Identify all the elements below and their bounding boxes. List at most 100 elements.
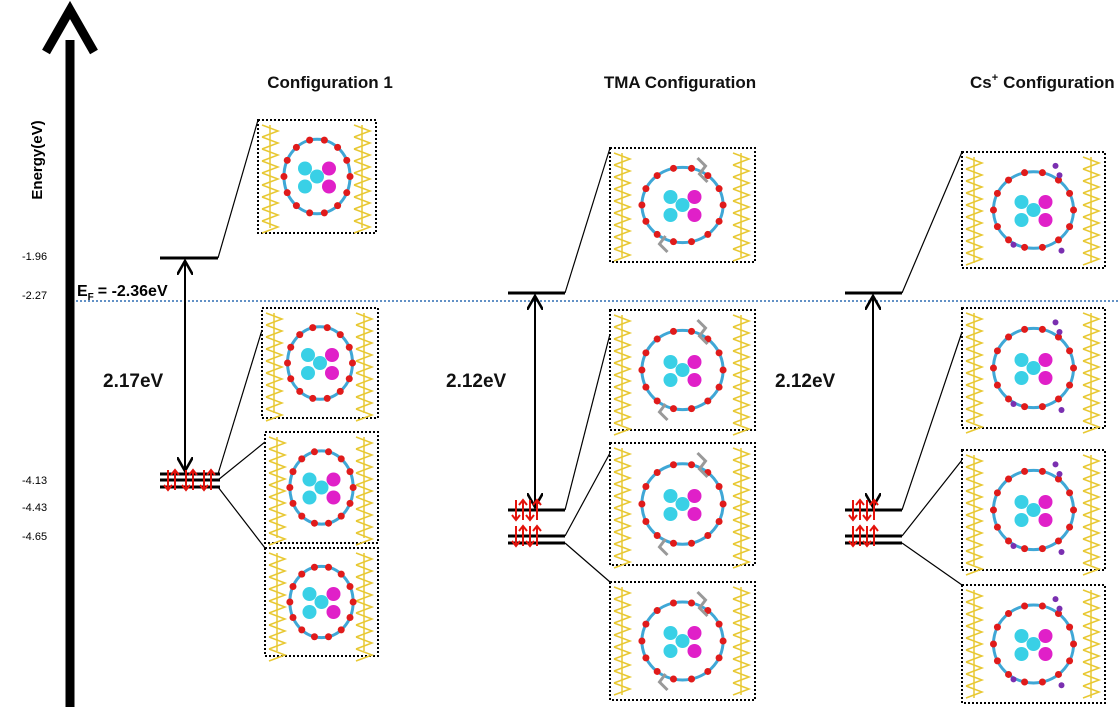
orbital-lobe xyxy=(1039,647,1053,661)
atom xyxy=(1066,223,1073,230)
atom xyxy=(994,489,1001,496)
atom xyxy=(309,324,316,331)
atom xyxy=(1021,603,1028,610)
atom xyxy=(289,614,296,621)
orbital-lobe xyxy=(676,363,690,377)
atom xyxy=(654,469,661,476)
orbital-image xyxy=(962,152,1105,268)
orbital-lobe xyxy=(664,190,678,204)
atom xyxy=(1005,476,1012,483)
connector xyxy=(902,152,962,293)
orbital-lobe xyxy=(1039,371,1053,385)
orbital-lobe xyxy=(1027,637,1041,651)
connector xyxy=(565,334,610,510)
atom xyxy=(1066,524,1073,531)
orbital-lobe xyxy=(1015,495,1029,509)
atom xyxy=(654,532,661,539)
atom xyxy=(642,483,649,490)
atom xyxy=(1039,468,1046,475)
atom xyxy=(289,500,296,507)
atom xyxy=(1070,365,1077,372)
atom xyxy=(704,397,711,404)
atom xyxy=(311,448,318,455)
connector xyxy=(218,120,258,258)
atom xyxy=(280,173,287,180)
orbital-lobe xyxy=(676,198,690,212)
atom xyxy=(716,349,723,356)
atom xyxy=(338,455,345,462)
atom xyxy=(716,621,723,628)
atom xyxy=(994,657,1001,664)
atom xyxy=(298,513,305,520)
atom xyxy=(298,626,305,633)
atom xyxy=(720,367,727,374)
atom xyxy=(346,344,353,351)
orbital-lobe xyxy=(688,355,702,369)
atom xyxy=(1066,624,1073,631)
atom xyxy=(287,344,294,351)
orbital-lobe xyxy=(664,626,678,640)
atom xyxy=(293,144,300,151)
orbital-lobe xyxy=(303,491,317,505)
atom xyxy=(1039,244,1046,251)
atom xyxy=(688,461,695,468)
cs-ion xyxy=(1057,172,1063,178)
atom xyxy=(1005,236,1012,243)
orbital-lobe xyxy=(1039,495,1053,509)
connector xyxy=(218,487,265,548)
tick-label: -4.43 xyxy=(22,502,47,514)
atom xyxy=(347,500,354,507)
atom xyxy=(688,238,695,245)
orbital-image xyxy=(962,585,1105,703)
atom xyxy=(638,501,645,508)
orbital-lobe xyxy=(664,644,678,658)
atom xyxy=(670,600,677,607)
atom xyxy=(324,395,331,402)
orbital-lobe xyxy=(1015,353,1029,367)
atom xyxy=(1039,326,1046,333)
atom xyxy=(1070,641,1077,648)
atom xyxy=(309,395,316,402)
atom xyxy=(338,626,345,633)
orbital-image xyxy=(962,308,1105,433)
orbital-lobe xyxy=(1015,647,1029,661)
atom xyxy=(334,144,341,151)
atom xyxy=(337,331,344,338)
atom xyxy=(1039,169,1046,176)
atom xyxy=(642,654,649,661)
orbital-lobe xyxy=(327,491,341,505)
atom xyxy=(642,349,649,356)
atom xyxy=(704,231,711,238)
atom xyxy=(688,600,695,607)
atom xyxy=(293,202,300,209)
orbital-lobe xyxy=(688,507,702,521)
orbital-lobe xyxy=(664,355,678,369)
atom xyxy=(688,540,695,547)
atom xyxy=(325,448,332,455)
orbital-lobe xyxy=(688,208,702,222)
atom xyxy=(1066,382,1073,389)
orbital-lobe xyxy=(688,489,702,503)
atom xyxy=(716,218,723,225)
orbital-image xyxy=(610,310,755,435)
title-superscript: + xyxy=(992,72,998,84)
atom xyxy=(654,668,661,675)
orbital-lobe xyxy=(664,373,678,387)
atom xyxy=(289,468,296,475)
orbital-lobe xyxy=(1015,195,1029,209)
atom xyxy=(346,375,353,382)
atom xyxy=(350,599,357,606)
orbital-image xyxy=(258,120,376,233)
atom xyxy=(1070,507,1077,514)
cs-ion xyxy=(1053,163,1059,169)
orbital-lobe xyxy=(664,208,678,222)
orbital-image xyxy=(262,308,378,421)
config-title: TMA Configuration xyxy=(604,73,756,92)
atom xyxy=(994,524,1001,531)
orbital-image xyxy=(610,582,755,700)
orbital-lobe xyxy=(1027,361,1041,375)
atom xyxy=(716,654,723,661)
atom xyxy=(638,367,645,374)
atom xyxy=(670,405,677,412)
fermi-label: EF= -2.36eV xyxy=(77,283,168,303)
